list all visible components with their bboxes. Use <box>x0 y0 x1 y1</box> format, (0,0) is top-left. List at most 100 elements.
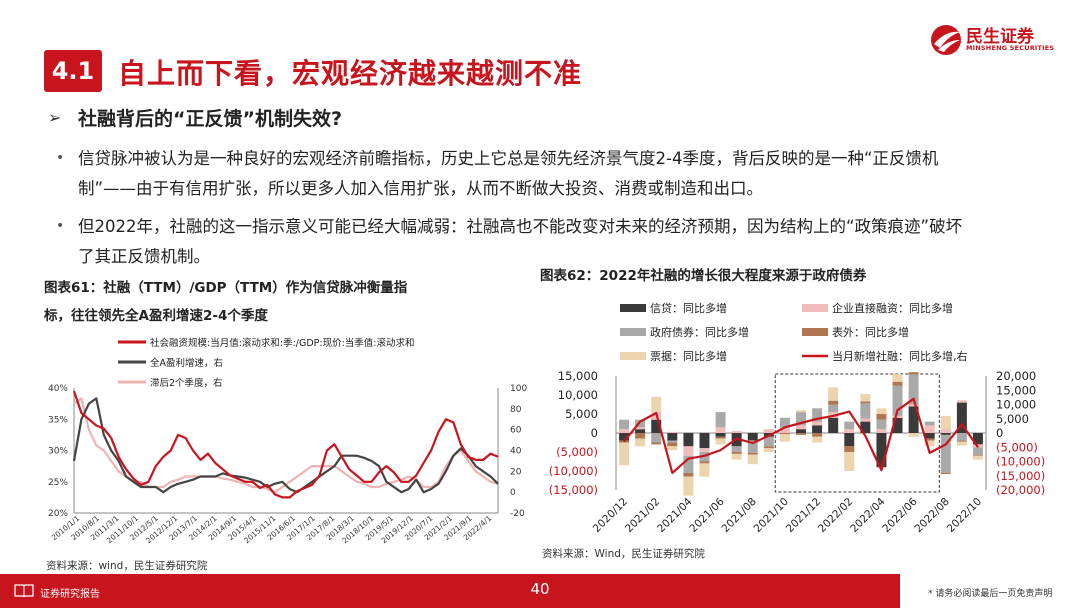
chart62-bar <box>763 429 774 433</box>
footer-disclaimer: * 请务必阅读最后一页免责声明 <box>928 589 1053 599</box>
chart62-bar <box>940 472 951 475</box>
chart62-bar <box>924 425 935 433</box>
chart62-bar <box>892 385 903 416</box>
chart62-bar <box>619 442 630 466</box>
chart61-right-tick: 100 <box>510 384 527 394</box>
chart61-left-tick: 35% <box>48 415 68 425</box>
chart62-bar <box>940 434 951 473</box>
chart61-left-tick: 40% <box>48 384 68 394</box>
chart62-bar <box>956 400 967 403</box>
chart62-bar <box>812 436 823 443</box>
chart62-source: 资料来源：Wind，民生证券研究院 <box>542 548 705 560</box>
chart62-bar <box>956 402 967 433</box>
chart62-bar <box>763 448 774 452</box>
chart62-bar <box>667 433 678 441</box>
chart62-bar <box>747 440 758 442</box>
chart62-bar <box>747 441 758 453</box>
chart62-bar <box>876 433 887 468</box>
chart62-bar <box>796 425 806 430</box>
chart62-bar <box>747 452 758 455</box>
chart61-right-tick: 0 <box>510 488 516 498</box>
chart62-bar <box>635 438 646 447</box>
chart62-bar <box>844 421 855 430</box>
chart62-bar <box>972 433 983 445</box>
chart62-bar <box>779 433 790 435</box>
chart62-bar <box>667 442 678 447</box>
chart62-bar <box>940 415 951 430</box>
logo-name: 民生证券 <box>966 27 1034 47</box>
chart62-bar <box>972 447 983 456</box>
chart62-legend-label: 表外：同比多增 <box>832 325 909 339</box>
chart62-bar <box>699 461 710 464</box>
chart61-title-line: 标，往往领先全A盈利增速2-4个季度 <box>44 308 268 324</box>
chart62-bar <box>812 425 823 433</box>
chart62-left-tick: 5,000 <box>565 407 598 421</box>
chart62-bar <box>796 433 806 435</box>
chart62-legend-swatch <box>620 352 646 360</box>
chart62-bar <box>972 455 983 460</box>
logo-english-name: MINSHENG SECURITIES <box>966 44 1055 52</box>
chart62-legend-label: 企业直接融资：同比多增 <box>832 301 953 315</box>
chart62-bar <box>876 429 887 433</box>
chart62-left-tick: 0 <box>591 426 598 440</box>
chart61-left-tick: 25% <box>48 478 68 488</box>
chart62-bar <box>844 433 855 447</box>
chart62-legend-swatch <box>620 304 646 312</box>
chart62-right-tick: (10,000) <box>996 455 1045 469</box>
chart62-bar <box>892 417 903 433</box>
chart62-right-tick: 10,000 <box>996 398 1036 412</box>
chart62-bar <box>956 433 967 441</box>
chart62-bar <box>635 419 646 428</box>
chart62-line <box>623 397 979 474</box>
chart62-legend-label: 政府债券：同比多增 <box>650 325 749 339</box>
chart62-bar <box>940 429 951 433</box>
chart62-bar <box>956 441 967 446</box>
bullet-line: 制”——由于有信用扩张，所以更多人加入信用扩张，从而不断做大投资、消费或制造和出… <box>78 179 764 198</box>
chart62-bar <box>683 455 694 473</box>
chart61-svg: 社会融资规模:当月值:滚动求和:季:/GDP:现价:当季值:滚动求和全A盈利增速… <box>48 337 527 545</box>
chart62-bar <box>828 417 839 433</box>
chart62-bar <box>635 429 646 433</box>
chart62-legend-swatch <box>802 304 828 312</box>
chart62-bar <box>651 442 662 445</box>
chart62-legend-label: 当月新增社融：同比多增,右 <box>832 349 968 363</box>
chart62-bar <box>828 400 839 405</box>
chart62-bar <box>619 429 630 433</box>
chart62-bar <box>924 433 935 439</box>
book-icon <box>14 584 34 597</box>
bullet-dot-icon: • <box>56 218 65 234</box>
chart62-legend-label: 信贷：同比多增 <box>650 301 727 315</box>
chart62-bar <box>683 433 694 447</box>
chart62-bar <box>796 429 806 433</box>
chart62-bar <box>651 433 662 443</box>
chart62-legend-swatch <box>620 328 646 336</box>
chart62-bar <box>860 403 871 419</box>
chart62-bar <box>812 421 823 426</box>
chart62-legend-label: 票据：同比多增 <box>650 349 727 363</box>
chart62-bar <box>715 433 726 437</box>
chart62-bar <box>876 414 887 420</box>
page-title: 自上而下看，宏观经济越来越测不准 <box>118 57 583 90</box>
chart62-right-tick: 5,000 <box>996 412 1029 426</box>
chart62-bar <box>844 429 855 433</box>
minsheng-logo-icon <box>931 25 961 55</box>
bullet-paragraph: 但2022年，社融的这一指示意义可能已经大幅减弱：社融高也不能改变对未来的经济预… <box>78 212 1068 272</box>
chart62-bar <box>908 372 919 375</box>
chart62-bar <box>924 440 935 447</box>
chart62-right-tick: 0 <box>996 426 1003 440</box>
chart61-legend-label: 全A盈利增速，右 <box>150 357 223 369</box>
chart61-series-line <box>72 397 499 494</box>
chart62-bar <box>619 419 630 430</box>
chart61-right-tick: 40 <box>510 447 522 457</box>
chart62-legend-swatch <box>802 328 828 336</box>
chart62-bar <box>763 436 774 447</box>
chart62-bar <box>715 427 726 433</box>
chart62-bar <box>667 446 678 451</box>
chart62-left-tick: 15,000 <box>558 369 598 383</box>
chart62-bar <box>779 434 790 442</box>
chart62-bar <box>924 438 935 441</box>
chart62-bar <box>731 452 742 454</box>
chart61-series-line <box>73 397 499 494</box>
chart62-bar <box>956 440 967 442</box>
